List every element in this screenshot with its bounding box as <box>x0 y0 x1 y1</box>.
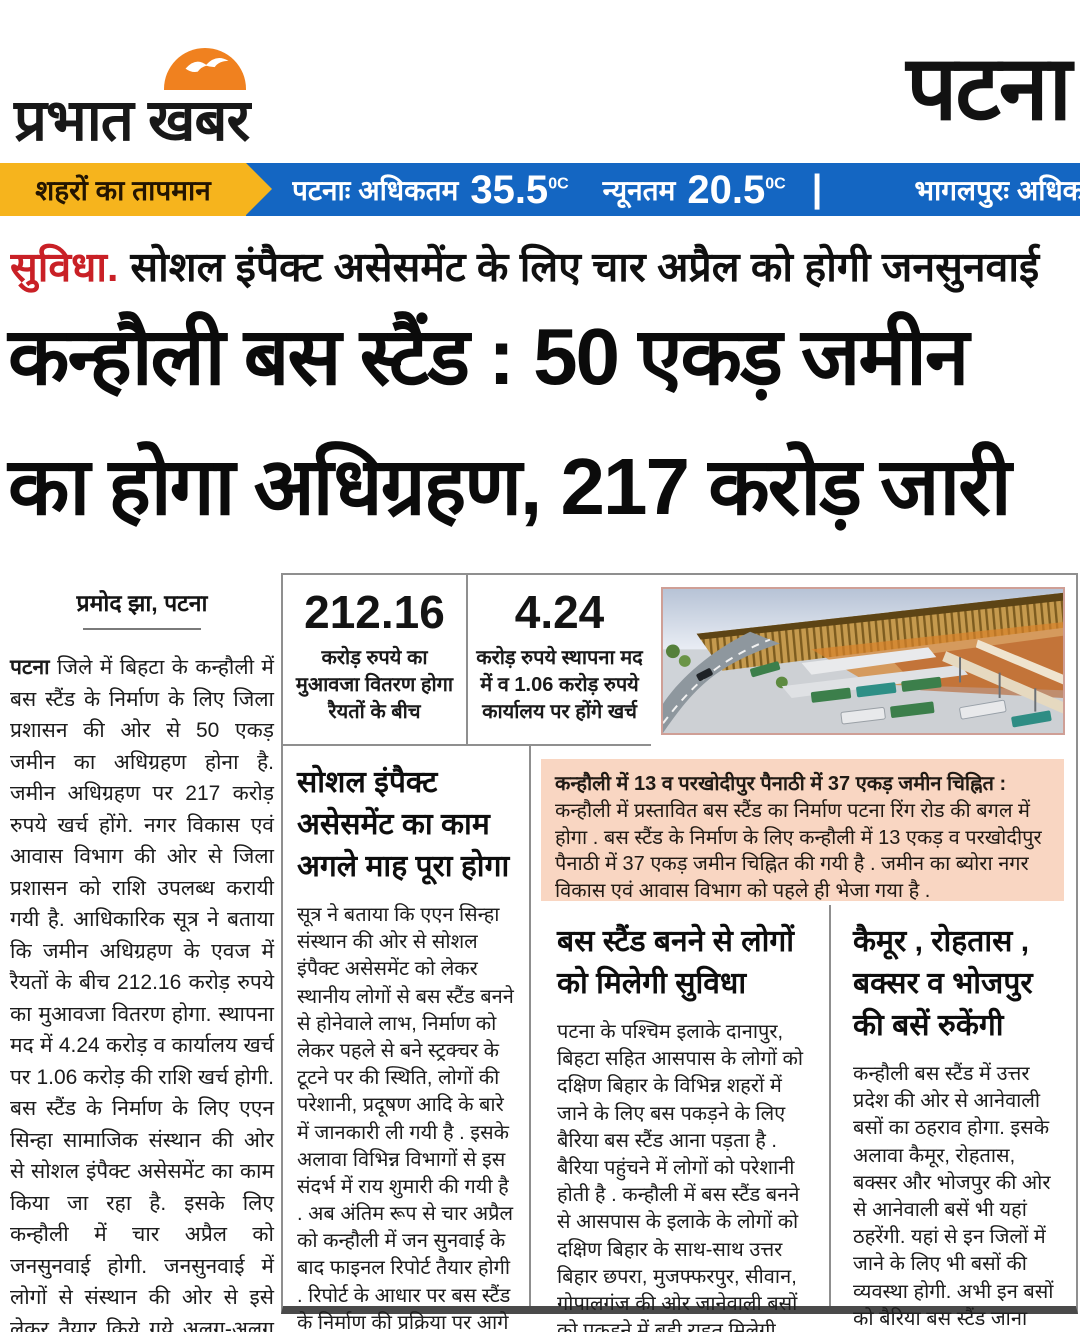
kicker-tag: सुविधा. <box>10 244 119 290</box>
weather-bar: शहरों का तापमान पटनाः अधिकतम 35.50C न्यू… <box>0 163 1080 216</box>
sub-article-buses: कैमूर , रोहतास , बक्सर व भोजपुर की बसें … <box>829 905 1076 1330</box>
highlight-box: कन्हौली में 13 व परखोदीपुर पैनाठी में 37… <box>541 759 1064 903</box>
edition-title: पटना <box>906 39 1072 139</box>
bus-terminal-rendering-photo <box>661 587 1065 735</box>
lead-dateline: पटना <box>10 656 50 679</box>
sub-article-convenience: बस स्टैंड बनने से लोगों को मिलेगी सुविधा… <box>531 905 829 1332</box>
sub-article-body: पटना के पश्चिम इलाके दानापुर, बिहटा सहित… <box>557 1021 804 1332</box>
patna-max-value: 35.50C <box>470 167 569 212</box>
headline-line-2: का होगा अधिग्रहण, 217 करोड़ जारी <box>8 441 1012 531</box>
weather-bar-label: शहरों का तापमान <box>0 163 246 216</box>
sub-article-body: सूत्र ने बताया कि एएन सिन्हा संस्थान की … <box>297 904 514 1332</box>
highlight-text: कन्हौली में प्रस्तावित बस स्टैंड का निर्… <box>555 799 1042 903</box>
stats-row: 212.16 करोड़ रुपये का मुआवजा वितरण होगा … <box>283 575 651 746</box>
bus-terminal-illustration <box>663 589 1063 733</box>
kicker-text: सोशल इंपैक्ट असेसमेंट के लिए चार अप्रैल … <box>130 244 1040 290</box>
bird-icon <box>185 57 229 73</box>
byline-rule <box>83 628 201 630</box>
story-package-box: 212.16 करोड़ रुपये का मुआवजा वितरण होगा … <box>281 573 1078 1332</box>
kicker-line: सुविधा. सोशल इंपैक्ट असेसमेंट के लिए चार … <box>10 238 1072 294</box>
stat-desc: करोड़ रुपये स्थापना मद में व 1.06 करोड़ … <box>476 647 643 723</box>
patna-min-value: 20.50C <box>687 167 786 212</box>
lead-article-text: जिले में बिहटा के कन्हौली में बस स्टैंड … <box>10 656 274 1332</box>
bhagalpur-max-label: भागलपुरः अधिकतम <box>914 174 1080 206</box>
byline: प्रमोद झा, पटना <box>76 590 208 616</box>
stat-desc: करोड़ रुपये का मुआवजा वितरण होगा रैयतों … <box>295 647 454 723</box>
weather-readings: पटनाः अधिकतम 35.50C न्यूनतम 20.50C | भाग… <box>292 163 1080 216</box>
headline-line-1: कन्हौली बस स्टैंड : 50 एकड़ जमीन <box>8 312 969 401</box>
weather-bar-arrow-icon <box>246 163 272 215</box>
degree-unit: 0C <box>548 175 569 193</box>
main-headline: कन्हौली बस स्टैंड : 50 एकड़ जमीन का होगा… <box>8 292 1076 551</box>
masthead-logo: प्रभात खबर <box>14 48 354 158</box>
patna-min-label: न्यूनतम <box>602 174 676 206</box>
sub-article-body: कन्हौली बस स्टैंड में उत्तर प्रदेश की ओर… <box>853 1063 1054 1330</box>
highlight-lead: कन्हौली में 13 व परखोदीपुर पैनाठी में 37… <box>555 773 1007 795</box>
stat-establishment: 4.24 करोड़ रुपये स्थापना मद में व 1.06 क… <box>466 575 651 744</box>
sub-article-heading: कैमूर , रोहतास , बक्सर व भोजपुर की बसें … <box>853 925 1033 1042</box>
stat-value: 212.16 <box>304 586 445 638</box>
sub-article-heading: बस स्टैंड बनने से लोगों को मिलेगी सुविधा <box>557 925 795 1000</box>
patna-max-label: पटनाः अधिकतम <box>292 174 459 206</box>
stat-compensation: 212.16 करोड़ रुपये का मुआवजा वितरण होगा … <box>283 575 466 744</box>
lead-article-column: प्रमोद झा, पटना पटना जिले में बिहटा के क… <box>10 586 274 1332</box>
sub-article-sia: सोशल इंपैक्ट असेसमेंट का काम अगले माह पू… <box>283 746 531 1332</box>
masthead-title: प्रभात खबर <box>14 88 250 153</box>
stat-value: 4.24 <box>514 586 605 638</box>
lead-article-body: पटना जिले में बिहटा के कन्हौली में बस स्… <box>10 652 274 1332</box>
sub-article-heading: सोशल इंपैक्ट असेसमेंट का काम अगले माह पू… <box>297 766 510 883</box>
weather-divider: | <box>811 168 823 210</box>
degree-unit: 0C <box>765 175 786 193</box>
